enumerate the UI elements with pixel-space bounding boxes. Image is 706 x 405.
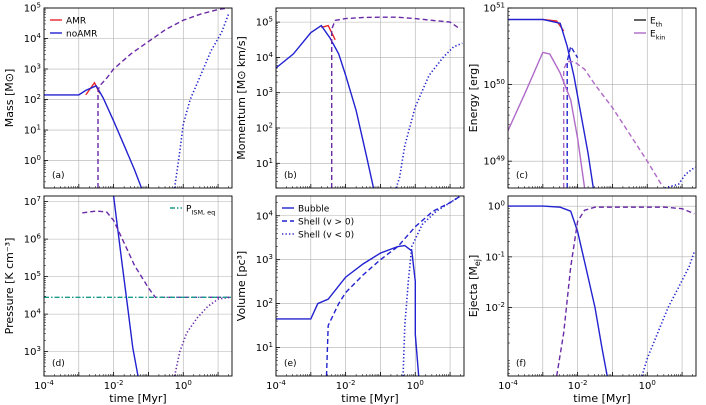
x-tick-label: 10-2 [568,379,588,392]
legend-label: Eth [650,17,662,29]
legend-label: Shell (v > 0) [298,218,354,228]
series-line [321,24,336,41]
y-tick-label: 106 [24,233,42,246]
series-line [82,210,231,298]
panel-label: (c) [516,171,528,181]
series-group [508,18,696,188]
series-line [173,296,231,376]
series-line [664,166,696,188]
y-axis-label: Pressure [K cm⁻³] [3,238,16,335]
y-tick-label: 101 [256,157,273,170]
legend-label: Bubble [298,205,330,215]
panel-label: (d) [52,359,65,369]
y-tick-label: 104 [256,51,274,64]
y-tick-label: 105 [256,16,273,29]
y-tick-label: 104 [24,32,42,45]
y-tick-label: 105 [24,270,41,283]
y-tick-label: 103 [256,253,273,266]
series-line [508,51,586,188]
y-tick-label: 101 [24,124,41,137]
panel-4: 10-4 10-2 100 time [Myr] 103 104 105 106 107 Pres… [3,195,233,405]
legend-label: AMR [66,17,86,27]
x-tick-label: 10-4 [498,379,518,392]
axes-frame [43,7,233,189]
x-tick-label: 100 [407,379,424,392]
series-group [44,8,230,188]
y-tick-label: 100 [488,200,505,213]
series-line [563,60,662,188]
axes-frame [275,7,465,189]
panel-label: (e) [284,359,297,369]
y-tick-label: 102 [256,297,273,310]
panel-label: (f) [516,359,526,369]
series-group [276,16,463,188]
y-axis-label: Mass [M⊙] [3,69,16,127]
y-tick-label: 104 [24,308,42,321]
y-axis-label: Ejecta [Mej] [467,255,482,318]
series-line [556,206,695,376]
y-tick-label: 103 [24,345,41,358]
panel-1: 100 101 102 103 104 105 Mass [M⊙] (a) AMR noAMR [3,2,233,189]
y-tick-label: 102 [24,93,41,106]
y-tick-label: 103 [24,63,41,76]
x-axis-label: time [Myr] [341,392,398,405]
y-tick-label: 105 [24,2,41,15]
series-line [276,244,420,376]
y-tick-label: 10-1 [485,250,505,263]
legend-label: PISM, eq [186,205,215,217]
x-axis-label: time [Myr] [109,392,166,405]
y-axis-label: Energy [erg] [467,64,480,133]
x-tick-label: 10-2 [336,379,356,392]
panel-label: (b) [284,171,297,181]
axes-frame [275,195,465,377]
series-line [395,42,463,188]
series-line [97,8,229,188]
y-tick-label: 103 [256,86,273,99]
y-tick-label: 1051 [483,2,505,15]
axes-frame [43,195,233,377]
panel-5: 10-4 10-2 100 time [Myr] 101 102 103 104 Volume … [235,195,465,405]
y-tick-label: 101 [256,341,273,354]
series-line [641,251,696,376]
panel-2: 101 102 103 104 105 Momentum [M⊙ km/s] (b) [235,7,465,189]
series-line [173,13,230,188]
legend-label: noAMR [66,30,97,40]
x-tick-label: 10-4 [34,379,54,392]
y-tick-label: 107 [24,195,41,208]
y-tick-label: 1049 [483,155,505,168]
y-tick-label: 104 [256,209,274,222]
y-tick-label: 102 [256,122,273,135]
series-line [331,16,461,188]
series-group [276,196,461,376]
series-line [44,84,143,188]
series-group [508,205,696,376]
x-tick-label: 100 [175,379,192,392]
x-tick-label: 10-4 [266,379,286,392]
axes-frame [507,7,697,189]
x-axis-label: time [Myr] [573,392,630,405]
series-line [508,205,608,376]
x-tick-label: 10-2 [104,379,124,392]
panel-label: (a) [52,171,65,181]
legend-label: Ekin [650,30,665,42]
y-axis-label: Volume [pc³] [235,251,248,321]
series-line [276,24,375,188]
series-group [44,196,232,376]
y-tick-label: 10-2 [485,301,505,314]
series-line [112,196,139,376]
series-line [402,196,461,376]
series-line [325,196,461,376]
y-tick-label: 100 [24,154,41,167]
x-tick-label: 100 [639,379,656,392]
legend-label: Shell (v < 0) [298,231,354,241]
axes-frame [507,195,697,377]
series-line [566,44,579,188]
y-axis-label: Momentum [M⊙ km/s] [235,36,248,159]
y-tick-label: 1050 [483,78,505,91]
